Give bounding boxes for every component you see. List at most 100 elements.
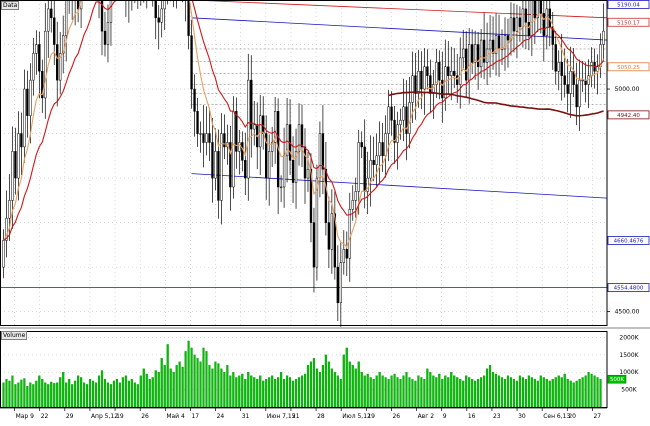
candle-body <box>196 111 199 134</box>
volume-bar <box>91 380 95 408</box>
volume-bar <box>32 384 35 408</box>
x-tick-label: 26 <box>141 413 149 420</box>
volume-bar <box>50 381 53 408</box>
volume-bar <box>53 383 56 408</box>
volume-bar <box>506 375 510 408</box>
x-tick-label: 20 <box>568 413 576 420</box>
volume-bar <box>372 379 375 408</box>
volume-bar <box>205 351 208 408</box>
price-tag-label: 5050.25 <box>617 65 640 71</box>
candle-body <box>32 53 35 81</box>
x-tick-label: Июл 5,12 <box>342 413 371 420</box>
candle-body <box>357 142 360 192</box>
volume-bar <box>396 377 399 408</box>
candle-body <box>563 75 566 85</box>
channel-line <box>191 173 608 199</box>
price-tag-label: 4554.4800 <box>614 286 644 292</box>
volume-bar <box>121 377 124 408</box>
candle-body <box>103 30 107 45</box>
volume-bar <box>44 382 47 408</box>
volume-bar <box>369 377 372 408</box>
volume-bar <box>83 382 86 408</box>
candle-body <box>590 62 593 76</box>
candle-body <box>596 66 599 72</box>
candle-group <box>2 0 605 327</box>
volume-bar <box>256 379 259 408</box>
volume-bar <box>199 361 202 408</box>
volume-tick-label: 1500K <box>619 352 639 359</box>
volume-bar <box>226 365 229 408</box>
volume-bar <box>35 380 38 408</box>
volume-bar <box>381 375 384 408</box>
candle-body <box>494 35 498 54</box>
candle-body <box>17 133 20 179</box>
candle-body <box>482 39 486 63</box>
volume-bar <box>500 377 504 408</box>
price-tag-box <box>607 283 650 293</box>
volume-bar <box>432 375 435 408</box>
volume-bar <box>247 372 250 408</box>
candle-body <box>345 249 348 259</box>
volume-bar <box>333 372 336 408</box>
volume-bar <box>575 380 578 408</box>
volume-bar <box>303 373 307 408</box>
candle-body <box>11 151 14 201</box>
volume-bar <box>423 379 426 408</box>
volume-bar <box>163 365 166 408</box>
candle-body <box>518 17 522 27</box>
candle-body <box>205 133 208 143</box>
candle-body <box>360 142 363 148</box>
candle-body <box>366 177 369 192</box>
candle-body <box>554 44 557 72</box>
volume-bar <box>548 380 551 408</box>
volume-bar <box>172 372 175 408</box>
x-tick-label: 29 <box>66 413 74 420</box>
volume-bar <box>584 375 587 408</box>
volume-bar <box>235 377 238 408</box>
volume-bar <box>14 384 17 408</box>
x-tick-label: 16 <box>468 413 476 420</box>
candle-body <box>208 133 211 143</box>
volume-bar <box>530 377 533 408</box>
candle-body <box>44 30 47 99</box>
volume-bar <box>324 354 327 408</box>
candle-body <box>378 142 381 157</box>
candle-body <box>506 35 510 41</box>
x-tick-label: 31 <box>242 413 250 420</box>
volume-bar <box>193 354 196 408</box>
candle-body <box>450 70 453 76</box>
candle-body <box>282 155 286 188</box>
candle-body <box>106 22 110 45</box>
candle-body <box>294 151 298 183</box>
moving-averages <box>3 0 605 249</box>
volume-bar <box>145 373 148 408</box>
candle-body <box>262 115 265 134</box>
volume-bar <box>86 384 89 408</box>
volume-bar <box>312 358 316 408</box>
volume-bar <box>471 379 474 408</box>
candle-body <box>462 48 465 59</box>
volume-bar <box>74 380 77 408</box>
candle-body <box>324 168 328 223</box>
volume-bar <box>563 373 566 408</box>
volume-bar <box>360 372 363 408</box>
volume-bar <box>357 361 360 408</box>
volume-bar <box>253 377 256 408</box>
candle-body <box>539 0 542 14</box>
volume-bar <box>342 354 345 408</box>
candle-body <box>279 186 283 189</box>
candle-body <box>509 17 513 41</box>
volume-bar <box>151 377 154 408</box>
price-tag-box <box>607 17 650 27</box>
volume-bar <box>136 384 139 408</box>
candle-body <box>315 177 319 268</box>
volume-bar <box>178 361 181 408</box>
candle-body <box>459 57 462 85</box>
volume-bar <box>441 379 444 408</box>
candle-body <box>575 84 578 108</box>
volume-bar <box>518 375 521 408</box>
volume-bar <box>59 377 62 408</box>
volume-bar <box>5 379 8 408</box>
candle-body <box>291 160 295 183</box>
